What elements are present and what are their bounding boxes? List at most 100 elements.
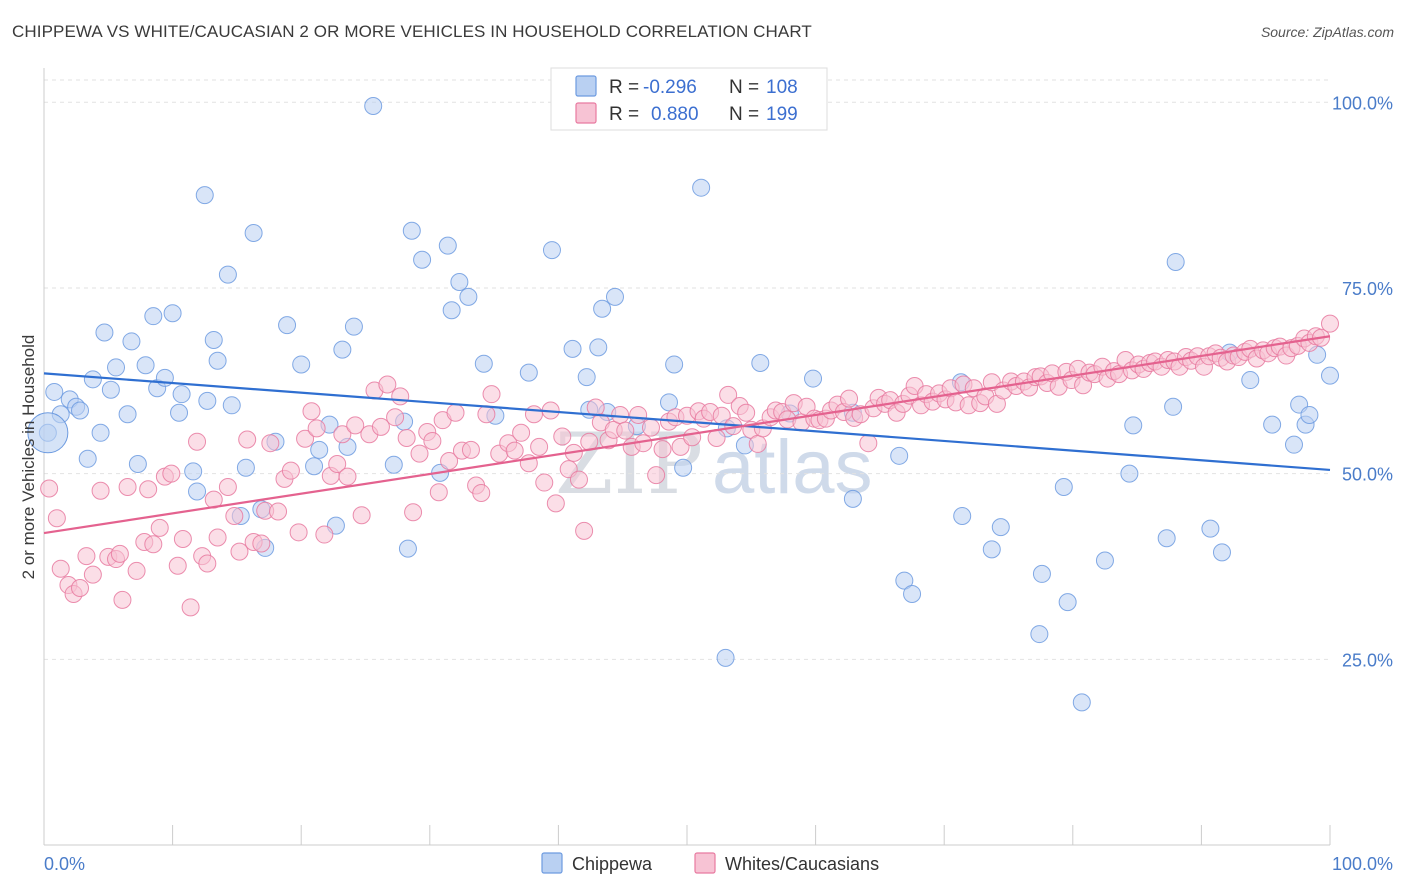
whites-point	[641, 418, 660, 437]
legend-swatch-whites	[575, 102, 597, 124]
y-tick-label: 100.0%	[1332, 93, 1393, 113]
whites-point	[261, 434, 280, 453]
y-axis-title: 2 or more Vehicles in Household	[19, 335, 38, 580]
chippewa-point	[519, 363, 538, 382]
whites-point	[118, 478, 137, 497]
chippewa-point	[563, 339, 582, 358]
whites-point	[352, 506, 371, 525]
whites-point	[616, 421, 635, 440]
chippewa-point	[101, 380, 120, 399]
whites-point	[296, 429, 315, 448]
whites-point	[188, 432, 207, 451]
whites-point	[611, 405, 630, 424]
x-tick-label: 0.0%	[44, 854, 85, 874]
whites-point	[512, 423, 531, 442]
legend-row-chippewa: R = -0.296 N = 108	[575, 75, 798, 98]
whites-point	[139, 480, 158, 499]
whites-point	[737, 403, 756, 422]
whites-point	[289, 523, 308, 542]
whites-point	[647, 466, 666, 485]
whites-point	[208, 528, 227, 547]
chippewa-point	[95, 323, 114, 342]
chippewa-points	[27, 96, 1339, 712]
chippewa-point	[1030, 625, 1049, 644]
chippewa-point	[1072, 693, 1091, 712]
chippewa-point	[83, 370, 102, 389]
chippewa-point	[716, 648, 735, 667]
whites-point	[315, 525, 334, 544]
whites-point	[840, 389, 859, 408]
chippewa-point	[577, 368, 596, 387]
chippewa-point	[78, 449, 97, 468]
whites-point	[173, 530, 192, 548]
bottom-legend: Chippewa Whites/Caucasians	[541, 852, 879, 874]
chippewa-point	[1120, 464, 1139, 483]
legend-r-label: R =	[609, 104, 639, 125]
whites-point	[386, 408, 405, 427]
legend-swatch-chippewa	[575, 75, 597, 97]
chippewa-point	[438, 236, 457, 255]
whites-point	[144, 535, 163, 554]
whites-point	[168, 556, 187, 575]
chippewa-point	[1263, 415, 1282, 434]
chippewa-point	[122, 332, 141, 351]
legend-box	[550, 67, 828, 131]
whites-point	[505, 441, 524, 460]
whites-point	[524, 405, 543, 424]
whites-point	[150, 518, 169, 537]
whites-point	[378, 375, 397, 394]
chippewa-point	[542, 241, 561, 260]
legend: R = -0.296 N = 108 R = 0.880 N = 199	[550, 67, 828, 131]
whites-point	[252, 534, 271, 553]
chippewa-point	[188, 482, 207, 501]
legend-row-whites: R = 0.880 N = 199	[575, 102, 798, 125]
whites-point	[575, 521, 594, 540]
source-label: Source: ZipAtlas.com	[1260, 24, 1394, 40]
whites-point	[181, 598, 200, 617]
chippewa-point	[402, 221, 421, 240]
chippewa-point	[804, 369, 823, 388]
chippewa-point	[208, 351, 227, 370]
legend-r-value: -0.296	[643, 77, 697, 98]
whites-point	[629, 405, 648, 424]
whites-point	[110, 544, 129, 563]
whites-point	[162, 464, 181, 483]
chippewa-point	[1321, 366, 1339, 385]
chippewa-point	[107, 358, 126, 377]
chippewa-point	[204, 330, 223, 349]
whites-point	[51, 559, 70, 578]
whites-point	[472, 483, 491, 502]
y-tick-label: 75.0%	[1342, 279, 1393, 299]
axes	[43, 68, 1331, 846]
bottom-legend-chippewa: Chippewa	[572, 854, 653, 874]
chippewa-point	[674, 458, 693, 477]
whites-point	[482, 385, 501, 404]
chippewa-point	[1164, 397, 1183, 416]
whites-point	[338, 467, 357, 486]
whites-point	[535, 473, 554, 492]
whites-point	[346, 416, 365, 435]
chippewa-point	[91, 423, 110, 442]
chippewa-point	[305, 457, 324, 476]
chippewa-point	[333, 340, 352, 359]
whites-point	[683, 428, 702, 447]
chippewa-point	[222, 396, 241, 415]
chippewa-point	[128, 454, 147, 473]
whites-point	[281, 461, 300, 480]
legend-n-label: N =	[729, 104, 759, 125]
chippewa-point	[398, 539, 417, 558]
whites-point	[410, 444, 429, 463]
whites-point	[113, 590, 132, 609]
chippewa-point	[450, 273, 469, 292]
whites-point	[83, 565, 102, 584]
whites-point	[307, 419, 326, 438]
chippewa-point	[71, 401, 90, 420]
chippewa-point	[991, 518, 1010, 537]
chippewa-point	[1284, 435, 1303, 454]
chippewa-point	[605, 287, 624, 306]
chippewa-point	[170, 403, 189, 422]
chippewa-point	[1032, 564, 1051, 583]
chippewa-point	[198, 391, 217, 410]
chippewa-point	[1300, 405, 1319, 424]
whites-point	[671, 437, 690, 456]
